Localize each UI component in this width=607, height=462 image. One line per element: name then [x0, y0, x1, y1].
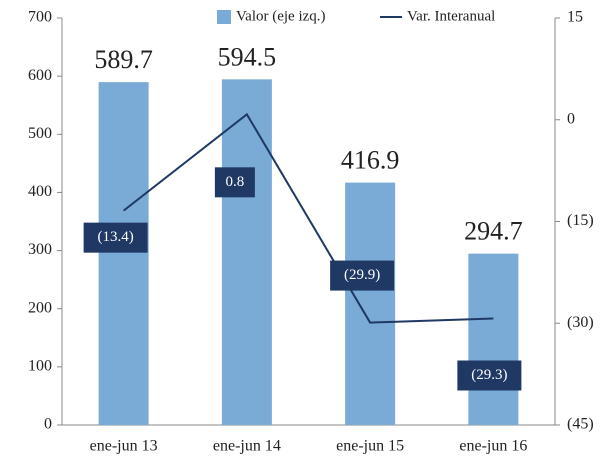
legend-label: Valor (eje izq.)	[236, 8, 326, 24]
y2-tick-label: (30)	[567, 314, 594, 331]
y2-tick-label: (15)	[567, 212, 594, 229]
bar	[345, 182, 396, 425]
value-label-box	[330, 260, 395, 291]
bar	[98, 82, 149, 426]
value-label-box	[83, 222, 148, 253]
legend-label: Var. Interanual	[407, 8, 495, 24]
x-tick-label: ene-jun 16	[459, 438, 527, 455]
legend-swatch	[217, 10, 231, 24]
y-tick-label: 500	[28, 125, 52, 142]
y2-tick-label: 0	[567, 110, 575, 127]
bar-value-label: 594.5	[218, 42, 277, 71]
line-value-label: 0.8	[226, 174, 245, 190]
line-value-label: (13.4)	[98, 229, 134, 245]
bar-value-label: 589.7	[94, 45, 153, 74]
y-tick-label: 700	[28, 9, 52, 26]
x-tick-label: ene-jun 13	[90, 438, 158, 455]
x-tick-label: ene-jun 14	[213, 438, 281, 455]
y-tick-label: 600	[28, 67, 52, 84]
bar-value-label: 416.9	[341, 146, 400, 175]
y-tick-label: 300	[28, 241, 52, 258]
value-label-box	[214, 167, 255, 198]
line-value-label: (29.3)	[471, 367, 507, 383]
x-tick-label: ene-jun 15	[336, 438, 404, 455]
line	[123, 112, 494, 324]
y2-tick-label: (45)	[567, 416, 594, 433]
bar-value-label: 294.7	[464, 217, 523, 246]
y-tick-label: 200	[28, 299, 52, 316]
y-tick-label: 0	[44, 416, 52, 433]
bar	[468, 253, 519, 425]
y-tick-label: 400	[28, 183, 52, 200]
line-value-label: (29.9)	[344, 267, 380, 283]
bar	[221, 79, 272, 426]
y-tick-label: 100	[28, 358, 52, 375]
y2-tick-label: 15	[567, 9, 583, 26]
value-label-box	[457, 360, 522, 391]
